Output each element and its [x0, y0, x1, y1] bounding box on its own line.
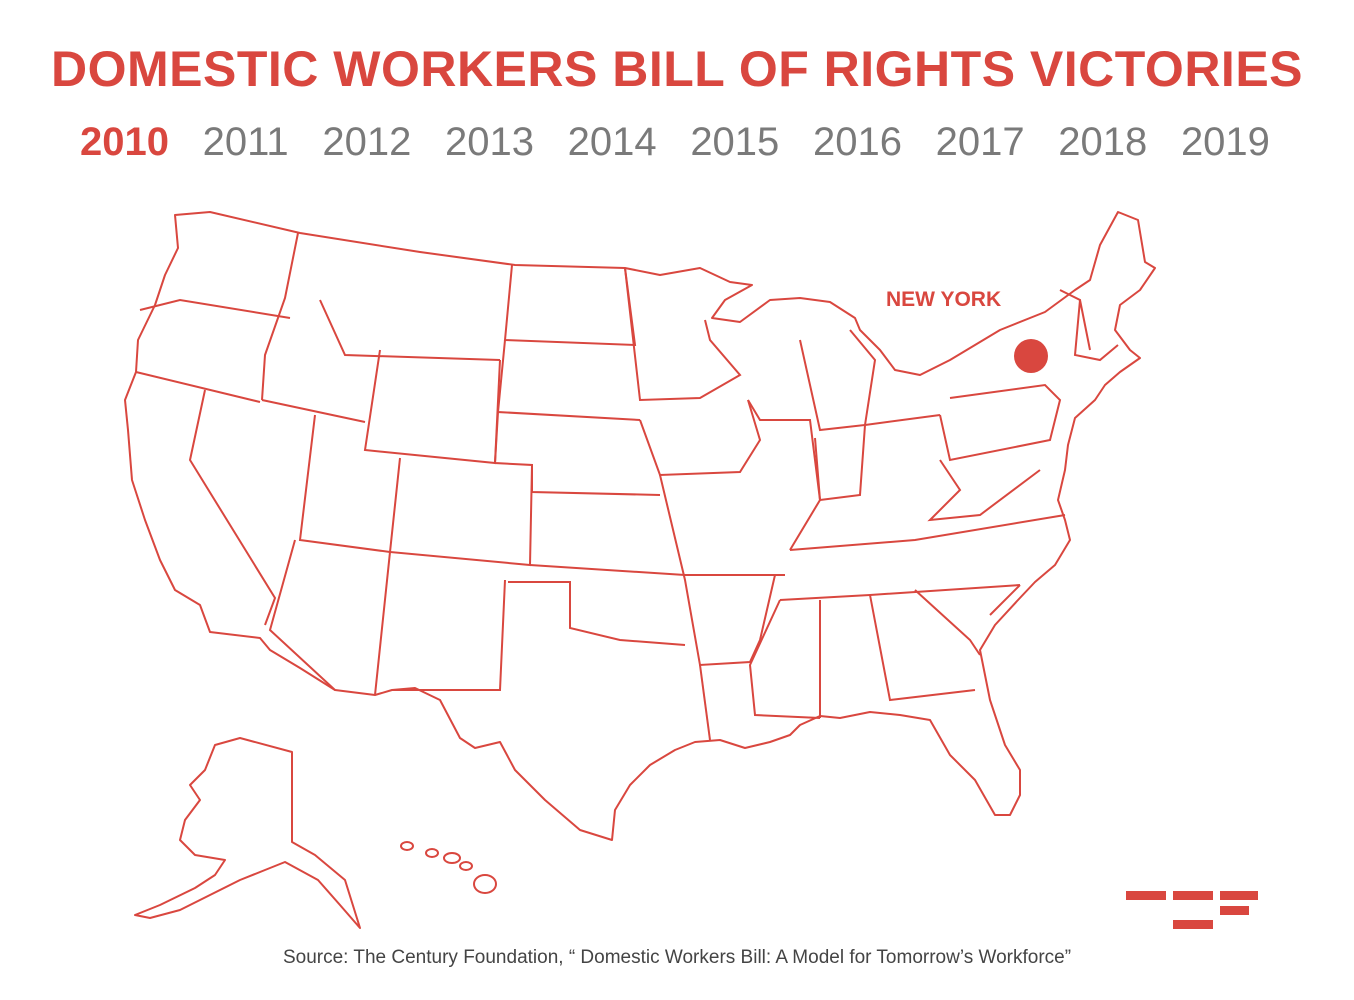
boundary-id-west — [261, 232, 299, 401]
logo-bar-5 — [1173, 920, 1213, 929]
us-outline-group — [124, 211, 1156, 929]
boundary-az-nm — [268, 539, 391, 696]
boundary-in-oh — [814, 414, 941, 502]
hawaii-islands — [400, 841, 497, 894]
logo-icon — [1126, 889, 1258, 931]
page-title: DOMESTIC WORKERS BILL OF RIGHTS VICTORIE… — [50, 41, 1304, 97]
boundary-nm-tx — [392, 579, 506, 691]
year-tab-2016[interactable]: 2016 — [812, 120, 902, 164]
boundary-va-wv — [927, 459, 1041, 522]
year-tab-2018[interactable]: 2018 — [1058, 120, 1148, 164]
state-boundaries — [135, 232, 1119, 741]
year-tab-2019[interactable]: 2019 — [1180, 120, 1270, 164]
year-tab-2011[interactable]: 2011 — [202, 120, 289, 164]
boundary-mn — [624, 267, 742, 402]
boundary-la-tx — [699, 664, 711, 741]
year-selector: 2010 2011 2012 2013 2014 2015 2016 2017 … — [80, 120, 1270, 165]
logo-bar-1 — [1126, 891, 1166, 900]
boundary-mt-wy — [319, 299, 501, 361]
boundary-co — [388, 457, 533, 567]
hawaii-island-2 — [425, 848, 439, 858]
boundary-mo-ar — [659, 474, 776, 667]
boundary-ut — [298, 414, 391, 553]
boundary-nv — [188, 389, 277, 626]
year-tab-2017[interactable]: 2017 — [935, 120, 1025, 164]
boundary-ok-tx — [508, 581, 686, 646]
alaska-outline — [134, 737, 361, 929]
boundary-ks-ok — [529, 564, 785, 576]
year-tab-2012[interactable]: 2012 — [322, 120, 412, 164]
marker-label-new-york: NEW YORK — [886, 288, 1002, 311]
logo-bar-3 — [1220, 891, 1258, 900]
hawaii-island-3 — [443, 852, 461, 864]
hawaii-island-4 — [459, 861, 473, 871]
boundary-ga-sc — [914, 584, 1021, 656]
boundary-pa-ny — [939, 383, 1062, 462]
boundary-or-ca — [135, 371, 261, 403]
year-tab-2014[interactable]: 2014 — [567, 120, 657, 164]
logo-bar-2 — [1173, 891, 1213, 900]
year-tab-2013[interactable]: 2013 — [445, 120, 534, 164]
boundary-wi-il — [747, 399, 822, 551]
hawaii-island-5 — [473, 874, 497, 894]
source-citation: Source: The Century Foundation, “ Domest… — [282, 947, 1072, 968]
marker-dot-new-york[interactable] — [1014, 339, 1048, 373]
hawaii-island-1 — [400, 841, 414, 851]
boundary-id-south — [261, 399, 366, 423]
year-tab-2010[interactable]: 2010 — [80, 120, 169, 164]
boundary-ne-ks — [493, 411, 661, 496]
logo-bar-4 — [1220, 906, 1249, 915]
boundary-new-england — [1059, 289, 1119, 362]
boundary-ia-mo — [639, 399, 762, 477]
year-tab-2015[interactable]: 2015 — [690, 120, 780, 164]
boundary-ms-al — [748, 594, 976, 719]
boundary-wa-or — [139, 298, 291, 319]
